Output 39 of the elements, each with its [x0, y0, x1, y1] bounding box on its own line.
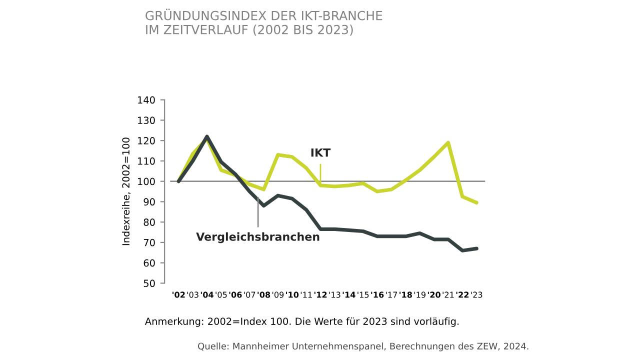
y-tick-label: 60 — [144, 259, 155, 267]
y-tick-label: 100 — [138, 178, 155, 186]
y-tick-label: 90 — [144, 198, 155, 206]
x-tick-label: '14 — [342, 292, 356, 298]
x-tick-label: '15 — [358, 292, 369, 298]
x-tick-label: '12 — [314, 292, 327, 298]
y-tick-label: 80 — [144, 218, 155, 226]
x-tick-label: '20 — [428, 292, 440, 298]
x-tick-label: '21 — [442, 292, 454, 298]
x-tick-label: '08 — [258, 292, 270, 298]
x-tick-label: '04 — [200, 292, 214, 298]
text: Anmerkung: 2002=Index 100. Die Werte für 2023 sind vorläufig. — [144, 317, 459, 327]
y-tick-label: 110 — [138, 157, 155, 165]
x-tick-label: '07 — [244, 292, 256, 298]
y-tick-label: 70 — [144, 238, 155, 246]
x-tick-label: '06 — [229, 292, 242, 298]
x-tick-label: '16 — [371, 292, 384, 298]
y-tick-label: 50 — [144, 280, 155, 288]
x-tick-label: '11 — [300, 292, 312, 298]
y-tick-label: 140 — [138, 96, 155, 104]
x-tick-label: '05 — [216, 292, 227, 298]
chart-title: GRÜNDUNGSINDEX DER IKT-BRANCHE IM ZEITVERLAUF (2002 BIS 2023) — [146, 8, 382, 36]
y-tick-label: 130 — [138, 116, 155, 124]
y-tick-label: 120 — [138, 137, 155, 144]
x-tick-label: '03 — [187, 292, 198, 298]
series-label: Vergleichsbranchen — [196, 232, 320, 244]
x-tick-label: '17 — [386, 292, 397, 298]
x-tick-label: '22 — [456, 292, 469, 298]
x-tick-label: '23 — [471, 292, 482, 298]
x-tick-label: '19 — [414, 292, 426, 298]
x-tick-label: '10 — [286, 292, 299, 298]
x-tick-label: '09 — [272, 292, 284, 298]
series-label: IKT — [311, 148, 331, 157]
x-tick-label: '18 — [400, 292, 412, 298]
y-axis-title: Indexreihe, 2002=100 — [122, 138, 131, 246]
line-series — [176, 134, 478, 252]
x-tick-label: '13 — [329, 292, 340, 298]
source-note: Quelle: Mannheimer Unternehmenspanel, Berechnungen des ZEW, 2024. — [198, 342, 528, 352]
x-tick-label: '02 — [172, 292, 185, 298]
